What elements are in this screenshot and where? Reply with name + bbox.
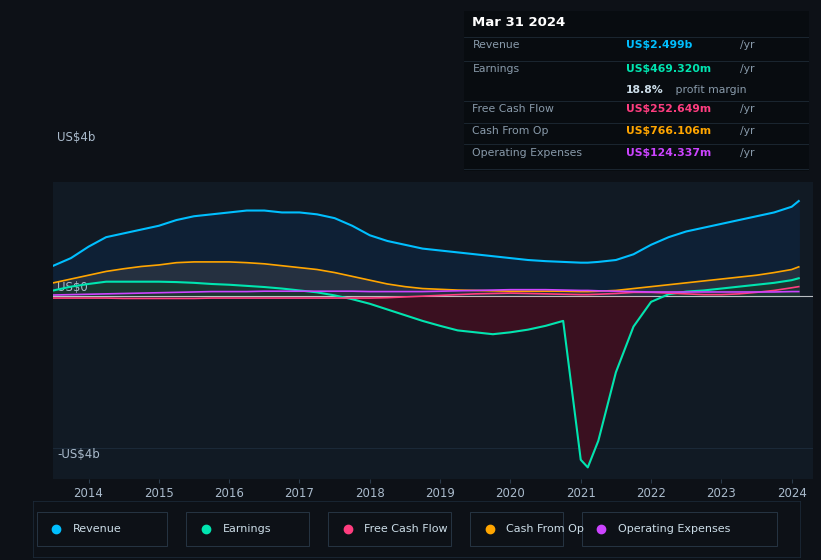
Text: US$469.320m: US$469.320m xyxy=(626,64,711,74)
Text: Earnings: Earnings xyxy=(222,524,271,534)
Text: /yr: /yr xyxy=(740,148,754,158)
Text: /yr: /yr xyxy=(740,64,754,74)
Text: US$766.106m: US$766.106m xyxy=(626,126,711,136)
Text: Revenue: Revenue xyxy=(473,40,520,50)
Text: -US$4b: -US$4b xyxy=(57,449,99,461)
Text: Cash From Op: Cash From Op xyxy=(473,126,549,136)
Text: 18.8%: 18.8% xyxy=(626,85,663,95)
Text: Operating Expenses: Operating Expenses xyxy=(617,524,730,534)
Text: US$2.499b: US$2.499b xyxy=(626,40,692,50)
Text: US$124.337m: US$124.337m xyxy=(626,148,711,158)
Text: Revenue: Revenue xyxy=(73,524,122,534)
Text: Cash From Op: Cash From Op xyxy=(507,524,585,534)
Text: US$0: US$0 xyxy=(57,281,88,294)
Text: Free Cash Flow: Free Cash Flow xyxy=(473,104,554,114)
Text: /yr: /yr xyxy=(740,40,754,50)
Text: Operating Expenses: Operating Expenses xyxy=(473,148,582,158)
Text: US$252.649m: US$252.649m xyxy=(626,104,711,114)
Text: profit margin: profit margin xyxy=(672,85,747,95)
Text: /yr: /yr xyxy=(740,104,754,114)
Text: Earnings: Earnings xyxy=(473,64,520,74)
Text: US$4b: US$4b xyxy=(57,131,95,144)
Text: Mar 31 2024: Mar 31 2024 xyxy=(473,16,566,29)
Text: Free Cash Flow: Free Cash Flow xyxy=(365,524,448,534)
Text: /yr: /yr xyxy=(740,126,754,136)
